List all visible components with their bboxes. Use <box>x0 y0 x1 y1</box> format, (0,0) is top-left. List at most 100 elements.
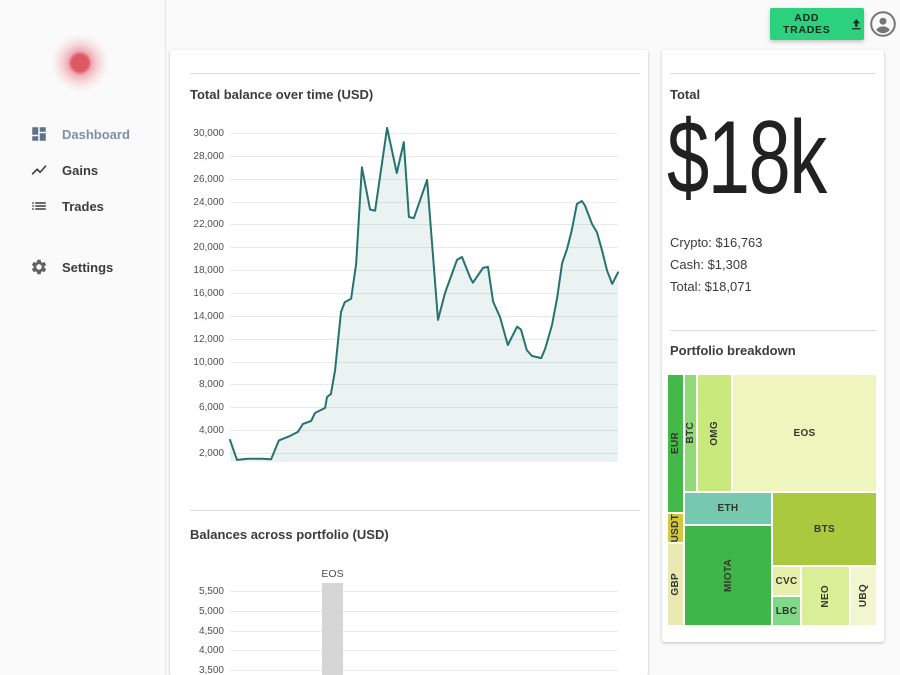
y-gridline <box>230 247 618 249</box>
summary-card: Total $18k Crypto: $16,763 Cash: $1,308 … <box>662 50 884 642</box>
divider <box>190 73 640 74</box>
treemap-tile-label: MIOTA <box>722 559 734 592</box>
treemap-tile-btc[interactable]: BTC <box>685 375 696 491</box>
total-big-value: $18k <box>667 100 827 216</box>
treemap-tile-label: OMG <box>709 420 720 446</box>
y-gridline <box>230 610 618 612</box>
app-logo <box>52 35 108 91</box>
treemap-tile-cvc[interactable]: CVC <box>773 567 800 595</box>
treemap-tile-miota[interactable]: MIOTA <box>685 526 771 625</box>
sidebar-item-settings[interactable]: Settings <box>0 249 165 285</box>
y-gridline <box>230 315 618 317</box>
y-gridline <box>230 201 618 203</box>
y-gridline <box>230 630 618 632</box>
y-axis-tick-label: 4,500 <box>198 625 224 637</box>
trending-up-icon <box>31 165 47 175</box>
y-axis-tick-label: 6,000 <box>198 402 224 414</box>
treemap-tile-eos[interactable]: EOS <box>733 375 876 491</box>
treemap-tile-ubq[interactable]: UBQ <box>851 567 876 625</box>
y-axis-tick-label: 10,000 <box>193 356 224 368</box>
y-gridline <box>230 453 618 454</box>
sidebar: Dashboard Gains Trades Settings <box>0 0 166 675</box>
sidebar-item-label: Trades <box>62 198 104 214</box>
treemap-tile-gbp[interactable]: GBP <box>668 544 683 625</box>
sidebar-item-label: Gains <box>62 162 99 178</box>
treemap-tile-label: BTC <box>685 422 696 444</box>
treemap-tile-omg[interactable]: OMG <box>698 375 731 491</box>
treemap-tile-label: EUR <box>670 432 681 455</box>
y-gridline <box>230 430 618 432</box>
sidebar-item-label: Dashboard <box>62 126 130 142</box>
treemap-tile-eth[interactable]: ETH <box>685 493 771 524</box>
y-axis-tick-label: 24,000 <box>193 196 224 208</box>
y-axis-tick-label: 20,000 <box>193 242 224 254</box>
treemap-tile-label: GBP <box>670 573 681 596</box>
treemap-tile-label: BTS <box>814 523 835 535</box>
y-axis-tick-label: 5,500 <box>198 586 224 597</box>
y-gridline <box>230 224 618 226</box>
treemap-tile-eur[interactable]: EUR <box>668 375 683 512</box>
y-gridline <box>230 133 618 134</box>
bar-eos <box>322 583 343 675</box>
top-bar: ADD TRADES <box>0 0 900 47</box>
y-gridline <box>230 270 618 272</box>
y-gridline <box>230 384 618 386</box>
gear-icon <box>31 259 47 275</box>
y-gridline <box>230 361 618 363</box>
list-icon <box>32 202 46 210</box>
treemap-tile-label: LBC <box>775 605 798 617</box>
upload-icon <box>852 18 861 29</box>
y-axis-tick-label: 5,000 <box>198 605 224 617</box>
sidebar-item-dashboard[interactable]: Dashboard <box>0 116 165 152</box>
y-axis-tick-label: 22,000 <box>193 219 224 231</box>
y-axis-tick-label: 18,000 <box>193 265 224 277</box>
account-avatar-icon[interactable] <box>870 11 896 37</box>
treemap-tile-neo[interactable]: NEO <box>802 567 849 625</box>
sidebar-item-trades[interactable]: Trades <box>0 188 165 224</box>
total-heading: Total <box>670 87 701 102</box>
balance-chart-title: Total balance over time (USD) <box>190 87 374 102</box>
add-trades-label: ADD TRADES <box>783 12 831 36</box>
divider <box>190 510 640 511</box>
y-axis-tick-label: 16,000 <box>193 288 224 299</box>
treemap-tile-usdt[interactable]: USDT <box>668 514 683 542</box>
portfolio-treemap: EUR USDT GBP BTC OMG EOS ETH MIOTA BTS CVC LBC NEO U… <box>668 375 876 625</box>
y-gridline <box>230 155 618 157</box>
y-axis-tick-label: 28,000 <box>193 150 224 162</box>
y-axis-tick-label: 4,000 <box>198 425 224 437</box>
sidebar-item-label: Settings <box>62 259 114 275</box>
y-gridline <box>230 591 618 592</box>
y-gridline <box>230 338 618 340</box>
y-axis-tick-label: 30,000 <box>193 128 224 139</box>
grand-total-line: Total: $18,071 <box>670 279 752 294</box>
y-gridline <box>230 407 618 409</box>
treemap-tile-bts[interactable]: BTS <box>773 493 876 565</box>
cash-total-line: Cash: $1,308 <box>670 257 748 272</box>
y-axis-tick-label: 12,000 <box>193 333 224 345</box>
y-gridline <box>230 670 618 672</box>
charts-card: Total balance over time (USD) 30,000 28,0… <box>170 50 648 675</box>
y-axis-tick-label: 2,000 <box>198 448 224 459</box>
y-axis-tick-label: 8,000 <box>198 379 224 391</box>
y-axis-tick-label: 14,000 <box>193 310 224 322</box>
treemap-tile-label: CVC <box>775 575 798 587</box>
treemap-tile-lbc[interactable]: LBC <box>773 597 800 625</box>
bar-category-label: EOS <box>321 568 344 581</box>
add-trades-button[interactable]: ADD TRADES <box>770 8 864 40</box>
y-gridline <box>230 178 618 180</box>
y-gridline <box>230 293 618 294</box>
balances-bar-chart-title: Balances across portfolio (USD) <box>190 527 389 542</box>
portfolio-breakdown-title: Portfolio breakdown <box>670 343 796 358</box>
y-axis-tick-label: 3,500 <box>198 665 224 675</box>
divider <box>670 73 876 74</box>
treemap-tile-label: NEO <box>820 584 831 608</box>
dashboard-icon <box>32 127 46 141</box>
treemap-tile-label: USDT <box>670 514 681 542</box>
y-axis-tick-label: 26,000 <box>193 173 224 185</box>
sidebar-item-gains[interactable]: Gains <box>0 152 165 188</box>
divider <box>670 330 876 331</box>
y-axis-tick-label: 4,000 <box>198 645 224 657</box>
treemap-tile-label: EOS <box>793 427 816 439</box>
treemap-tile-label: ETH <box>717 503 739 514</box>
crypto-total-line: Crypto: $16,763 <box>670 235 763 250</box>
